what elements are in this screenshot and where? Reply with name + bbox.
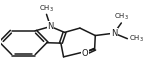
Text: O: O: [82, 49, 89, 58]
Text: CH$_3$: CH$_3$: [114, 12, 129, 22]
Text: CH$_3$: CH$_3$: [39, 3, 54, 14]
Text: CH$_3$: CH$_3$: [129, 34, 144, 44]
Text: N: N: [111, 29, 117, 38]
Text: N: N: [47, 22, 54, 31]
